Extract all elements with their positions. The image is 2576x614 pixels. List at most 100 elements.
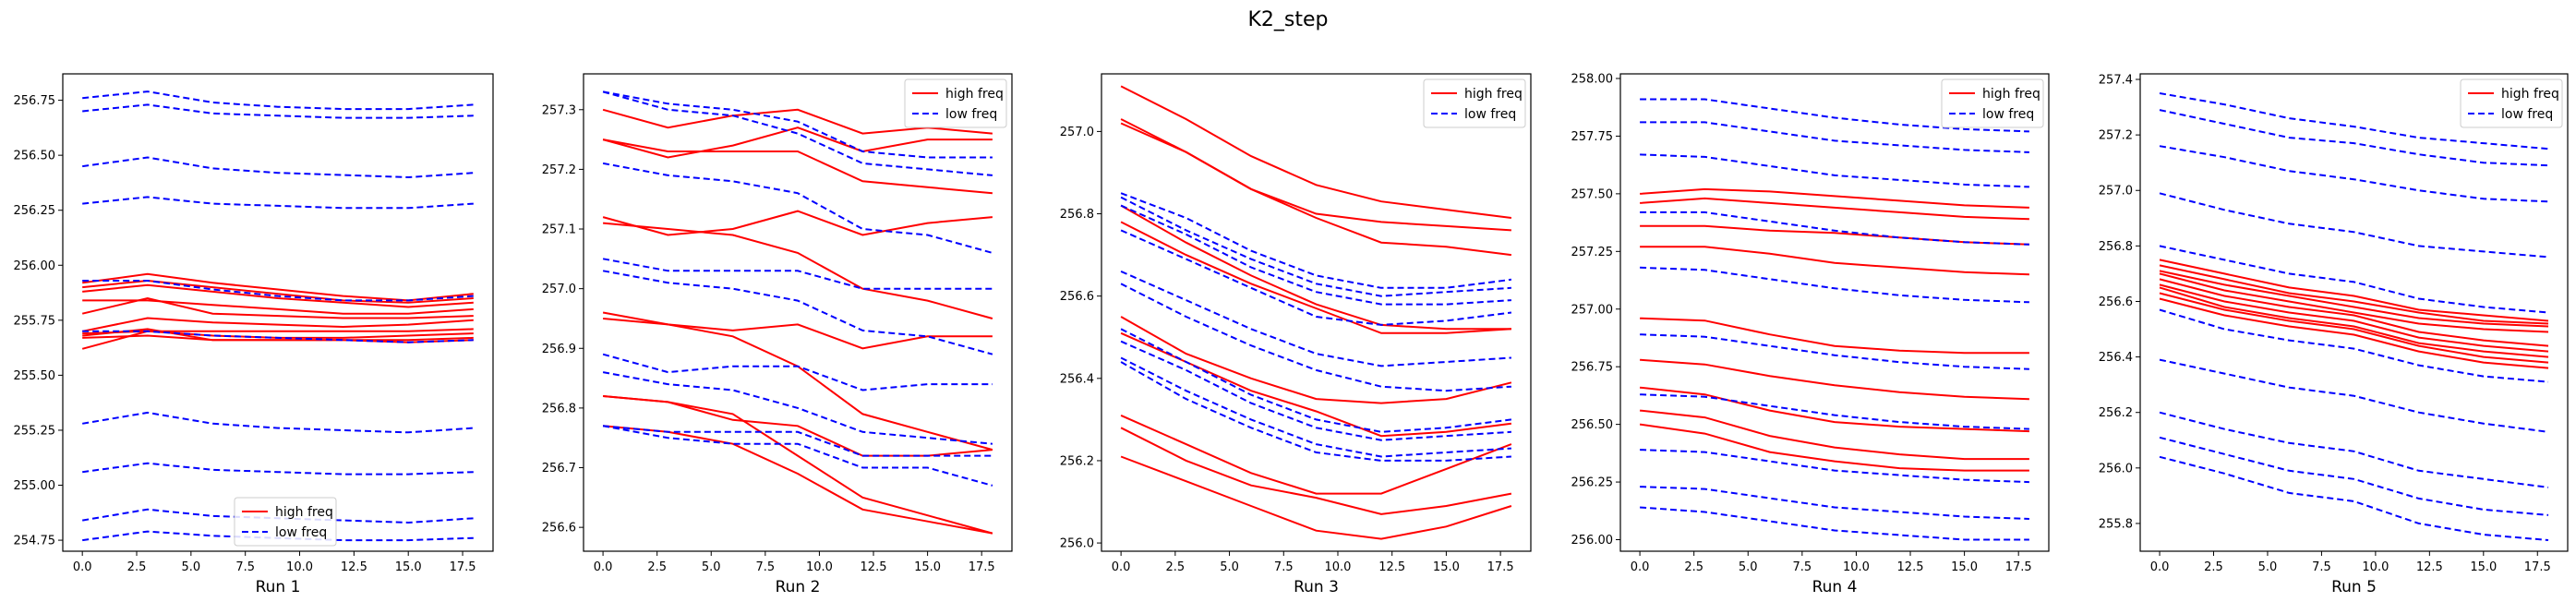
low-freq-line-15 (602, 270, 993, 355)
x-tick-label: 10.0 (286, 560, 313, 574)
x-tick-label: 10.0 (806, 560, 833, 574)
low-freq-line-14 (1120, 229, 1512, 326)
high-freq-line-5 (2159, 278, 2549, 347)
low-freq-line-12 (602, 90, 993, 176)
low-freq-line-16 (82, 330, 474, 343)
high-freq-line-5 (603, 222, 993, 319)
low-freq-line-17 (82, 411, 474, 434)
low-freq-line-14 (82, 196, 474, 210)
low-freq-line-19 (602, 425, 993, 487)
low-freq-line-19 (1120, 356, 1511, 458)
y-tick-label: 257.1 (542, 223, 576, 237)
x-tick-label: 5.0 (1220, 560, 1239, 574)
low-freq-line-14 (2159, 245, 2549, 314)
high-freq-line-2 (2159, 264, 2549, 325)
x-tick-label: 10.0 (1843, 560, 1870, 574)
y-tick-label: 256.8 (542, 402, 576, 415)
high-freq-line-8 (1120, 414, 1512, 495)
high-freq-line-9 (1120, 427, 1512, 515)
legend-box (234, 497, 337, 547)
legend-label-high: high freq (2501, 87, 2559, 102)
y-tick-label: 256.25 (14, 204, 56, 218)
x-tick-label: 17.5 (2524, 560, 2551, 574)
y-tick-label: 257.25 (1571, 246, 1614, 259)
high-freq-line-6 (1120, 316, 1512, 404)
high-freq-line-2 (1120, 118, 1511, 232)
high-freq-line-8 (2159, 292, 2549, 364)
x-tick-label: 15.0 (2470, 560, 2497, 574)
y-tick-label: 256.50 (14, 150, 56, 163)
high-freq-line-8 (1639, 409, 2029, 461)
axes-frame (583, 73, 1013, 552)
low-freq-line-18 (1640, 486, 2029, 520)
x-tick-label: 12.5 (2416, 560, 2443, 574)
high-freq-line-5 (81, 296, 474, 319)
y-tick-label: 255.25 (14, 424, 56, 438)
low-freq-line-13 (602, 162, 993, 254)
legend: high freq low freq (234, 497, 337, 547)
legend: high freq low freq (1423, 78, 1526, 128)
high-freq-line-6 (602, 311, 993, 350)
x-tick-label: 0.0 (1112, 560, 1131, 574)
low-freq-line-13 (1120, 204, 1511, 306)
low-freq-line-11 (1120, 192, 1512, 289)
high-freq-line-4 (2159, 272, 2549, 333)
y-tick-label: 256.6 (542, 522, 576, 536)
chart-panel-2: 0.0 2.5 5.0 7.5 10.0 12.5 15.0 17.5 256.6 256.7 25… (542, 73, 1013, 596)
legend-label-low: low freq (2501, 107, 2553, 122)
x-tick-label: 12.5 (861, 560, 887, 574)
legend-label-low: low freq (1982, 107, 2034, 122)
x-tick-label: 2.5 (2204, 560, 2223, 574)
low-freq-line-12 (1640, 153, 2029, 188)
y-tick-label: 257.2 (2099, 129, 2133, 143)
y-tick-label: 257.0 (1060, 126, 1094, 139)
low-freq-line-11 (2159, 109, 2549, 167)
chart-panel-5: 0.0 2.5 5.0 7.5 10.0 12.5 15.0 17.5 255.8 256.0 25… (2099, 73, 2569, 596)
x-tick-label: 0.0 (73, 560, 92, 574)
x-axis-label: Run 4 (1812, 578, 1858, 596)
y-tick-label: 256.75 (14, 94, 56, 108)
low-freq-line-19 (2159, 455, 2549, 541)
x-tick-label: 12.5 (1378, 560, 1405, 574)
chart-panels: 0.0 2.5 5.0 7.5 10.0 12.5 15.0 17.5 254.75 255.00… (14, 72, 2569, 596)
low-freq-line-17 (2159, 411, 2549, 488)
y-tick-label: 256.0 (2099, 462, 2133, 476)
chart-panel-3: 0.0 2.5 5.0 7.5 10.0 12.5 15.0 17.5 256.0 256.2 25… (1060, 73, 1532, 596)
low-freq-line-17 (602, 371, 993, 445)
high-freq-line-5 (1640, 317, 2029, 355)
high-freq-line-9 (2159, 297, 2549, 369)
low-freq-line-11 (1640, 121, 2029, 153)
low-freq-line-13 (82, 156, 474, 179)
y-tick-label: 257.3 (542, 103, 576, 117)
x-tick-label: 15.0 (914, 560, 941, 574)
axes-frame (1619, 73, 2050, 552)
low-freq-line-18 (82, 462, 474, 476)
y-tick-label: 256.2 (2099, 406, 2133, 420)
low-freq-line-16 (1120, 283, 1511, 392)
legend: high freq low freq (1941, 78, 2044, 128)
low-freq-line-16 (2159, 358, 2549, 433)
legend-label-high: high freq (1982, 87, 2040, 102)
x-tick-label: 15.0 (395, 560, 422, 574)
x-tick-label: 2.5 (1166, 560, 1186, 574)
y-tick-label: 256.75 (1571, 361, 1614, 375)
x-tick-label: 12.5 (1897, 560, 1924, 574)
high-freq-line-4 (602, 210, 993, 236)
low-freq-line-16 (1640, 393, 2029, 430)
x-tick-label: 15.0 (1951, 560, 1978, 574)
x-tick-label: 15.0 (1433, 560, 1460, 574)
y-tick-label: 256.8 (1060, 208, 1094, 222)
x-tick-label: 5.0 (1739, 560, 1758, 574)
low-freq-line-10 (1640, 98, 2029, 133)
y-tick-label: 257.75 (1571, 130, 1614, 144)
high-freq-line-6 (1640, 358, 2029, 401)
y-tick-label: 257.2 (542, 163, 576, 177)
x-axis-label: Run 2 (776, 578, 821, 596)
high-freq-line-9 (1639, 423, 2029, 472)
high-freq-line-8 (603, 395, 993, 457)
y-tick-label: 256.0 (1060, 537, 1094, 551)
legend-label-high: high freq (945, 87, 1004, 102)
low-freq-line-19 (1640, 506, 2029, 541)
x-tick-label: 2.5 (127, 560, 147, 574)
y-tick-label: 255.00 (14, 479, 56, 493)
